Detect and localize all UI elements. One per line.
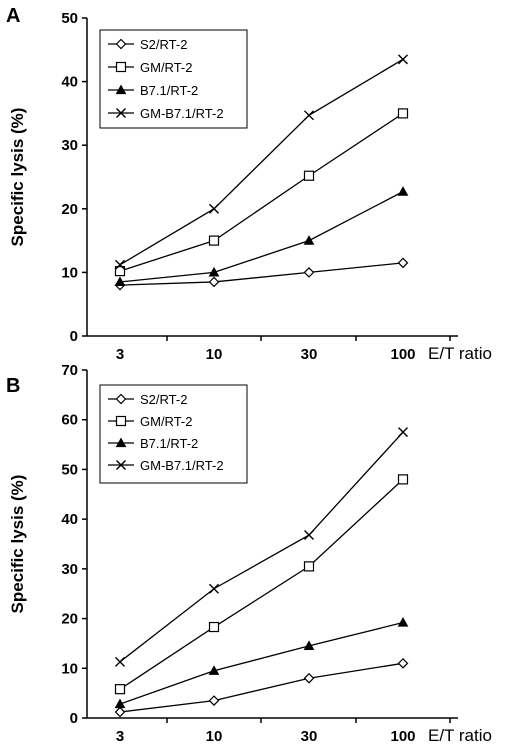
series-line [119, 662, 404, 713]
legend-label: GM-B7.1/RT-2 [140, 106, 224, 121]
legend-marker [116, 108, 126, 118]
chart-panel-a: A 0 10 20 30 40 50 3 10 30 100 E/T ratio Specific ly… [6, 5, 492, 363]
data-point [397, 474, 409, 485]
data-point [303, 561, 315, 572]
x-axis-label: E/T ratio [428, 726, 492, 745]
x-tick-label: 3 [116, 346, 124, 363]
data-point [208, 235, 220, 246]
legend-marker [115, 415, 127, 427]
data-point [397, 108, 409, 119]
y-axis-label: Specific lysis (%) [8, 475, 27, 614]
data-point [303, 235, 315, 245]
x-tick-label: 10 [206, 728, 223, 745]
series-gm-b7-1-rt-2 [115, 427, 408, 667]
x-tick-label: 30 [301, 346, 318, 363]
series-line [119, 58, 404, 266]
legend-label: GM/RT-2 [140, 414, 193, 429]
series-line [119, 112, 404, 272]
series-line [119, 431, 404, 663]
x-tick-label: 100 [390, 346, 415, 363]
x-tick-label: 3 [116, 728, 124, 745]
y-tick-label: 30 [61, 137, 78, 154]
legend-marker [115, 38, 127, 50]
data-point [208, 665, 220, 675]
x-tick-label: 100 [390, 728, 415, 745]
y-tick-label: 0 [70, 328, 78, 345]
legend-label: S2/RT-2 [140, 37, 187, 52]
legend-label: S2/RT-2 [140, 392, 187, 407]
data-point [304, 110, 314, 121]
y-tick-label: 20 [61, 201, 78, 218]
data-point [303, 640, 315, 651]
x-tick-label: 10 [206, 346, 223, 363]
y-tick-label: 50 [61, 461, 78, 478]
data-point [209, 203, 219, 214]
panel-letter: B [6, 375, 20, 397]
x-axis-label: E/T ratio [428, 344, 492, 363]
series-s2-rt-2 [114, 257, 409, 291]
data-point [209, 583, 219, 594]
y-axis-label: Specific lysis (%) [8, 108, 27, 247]
data-point [398, 427, 408, 438]
legend: S2/RT-2 GM/RT-2 B7.1/RT-2 GM-B7.1/RT-2 [99, 29, 248, 129]
series-line [119, 478, 404, 690]
legend-marker [115, 84, 127, 95]
series-line [119, 191, 404, 283]
x-tick-label: 30 [301, 728, 318, 745]
data-point [397, 657, 409, 669]
data-point [208, 621, 220, 633]
legend: S2/RT-2 GM/RT-2 B7.1/RT-2 GM-B7.1/RT-2 [99, 384, 248, 484]
data-point [208, 695, 220, 706]
series-line [119, 621, 404, 705]
data-point [114, 276, 126, 287]
data-point [114, 266, 126, 277]
data-point [114, 706, 126, 718]
legend-label: B7.1/RT-2 [140, 83, 198, 98]
data-point [303, 672, 315, 684]
legend-box [99, 384, 248, 484]
y-tick-label: 0 [70, 710, 78, 727]
data-point [397, 186, 409, 196]
legend-label: GM/RT-2 [140, 60, 193, 75]
y-tick-label: 10 [61, 660, 78, 677]
data-point [114, 684, 126, 695]
y-tick-label: 20 [61, 611, 78, 628]
data-point [397, 617, 409, 627]
series-gm-b7-1-rt-2 [115, 54, 408, 270]
legend-marker [115, 437, 127, 448]
legend-marker [116, 460, 126, 470]
y-tick-label: 50 [61, 10, 78, 27]
data-point [397, 257, 409, 269]
legend-marker [115, 61, 127, 73]
y-tick-label: 40 [61, 511, 78, 528]
series-s2-rt-2 [114, 657, 409, 718]
y-tick-label: 10 [61, 264, 78, 281]
data-point [303, 170, 315, 181]
chart-panel-b: B 0 10 20 30 40 50 60 70 3 10 30 100 E/T ratio Specifi… [6, 362, 492, 745]
data-point [303, 267, 315, 278]
data-point [398, 54, 408, 65]
series-gm-rt-2 [114, 108, 409, 277]
y-tick-label: 40 [61, 74, 78, 91]
y-tick-label: 60 [61, 412, 78, 429]
series-line [119, 262, 404, 286]
data-point [304, 530, 314, 541]
data-point [114, 698, 126, 709]
data-point [208, 276, 220, 288]
series-b7-1-rt-2 [114, 617, 409, 709]
data-point [115, 656, 125, 667]
y-tick-label: 70 [61, 362, 78, 379]
legend-label: GM-B7.1/RT-2 [140, 458, 224, 473]
data-point [115, 259, 125, 270]
y-tick-label: 30 [61, 561, 78, 578]
legend-label: B7.1/RT-2 [140, 436, 198, 451]
legend-box [99, 29, 248, 129]
panel-letter: A [6, 5, 20, 27]
legend-marker [115, 393, 127, 405]
series-b7-1-rt-2 [114, 186, 409, 287]
data-point [208, 266, 220, 277]
series-gm-rt-2 [114, 474, 409, 695]
